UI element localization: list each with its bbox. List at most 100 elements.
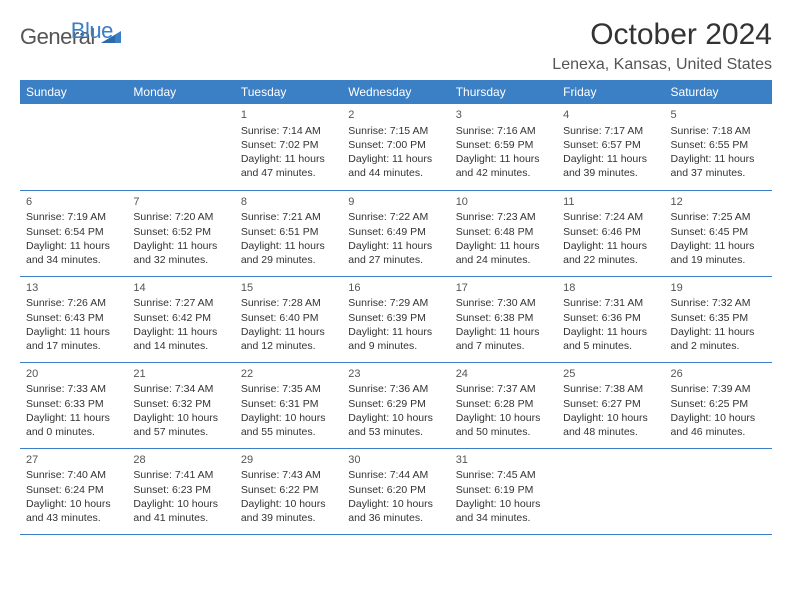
cell-sunset: Sunset: 6:38 PM: [456, 311, 551, 325]
cell-sunrise: Sunrise: 7:29 AM: [348, 296, 443, 310]
cell-sunset: Sunset: 6:51 PM: [241, 225, 336, 239]
cell-day2: and 22 minutes.: [563, 253, 658, 267]
cell-sunset: Sunset: 6:33 PM: [26, 397, 121, 411]
day-number: 3: [456, 108, 551, 123]
cell-day1: Daylight: 11 hours: [241, 152, 336, 166]
calendar-cell: 19Sunrise: 7:32 AMSunset: 6:35 PMDayligh…: [665, 276, 772, 362]
cell-day1: Daylight: 11 hours: [671, 325, 766, 339]
cell-day1: Daylight: 11 hours: [348, 239, 443, 253]
cell-sunrise: Sunrise: 7:17 AM: [563, 124, 658, 138]
cell-sunrise: Sunrise: 7:39 AM: [671, 382, 766, 396]
day-number: 27: [26, 453, 121, 468]
cell-sunset: Sunset: 6:23 PM: [133, 483, 228, 497]
cell-day1: Daylight: 11 hours: [26, 325, 121, 339]
calendar-cell: 3Sunrise: 7:16 AMSunset: 6:59 PMDaylight…: [450, 104, 557, 190]
cell-day1: Daylight: 11 hours: [241, 239, 336, 253]
calendar-cell: 1Sunrise: 7:14 AMSunset: 7:02 PMDaylight…: [235, 104, 342, 190]
calendar-cell: [665, 448, 772, 534]
cell-day2: and 36 minutes.: [348, 511, 443, 525]
calendar-cell: 9Sunrise: 7:22 AMSunset: 6:49 PMDaylight…: [342, 190, 449, 276]
calendar-cell: 16Sunrise: 7:29 AMSunset: 6:39 PMDayligh…: [342, 276, 449, 362]
day-number: 2: [348, 108, 443, 123]
cell-sunset: Sunset: 6:42 PM: [133, 311, 228, 325]
calendar-week-row: 6Sunrise: 7:19 AMSunset: 6:54 PMDaylight…: [20, 190, 772, 276]
cell-sunrise: Sunrise: 7:19 AM: [26, 210, 121, 224]
cell-day2: and 5 minutes.: [563, 339, 658, 353]
day-number: 23: [348, 367, 443, 382]
cell-sunset: Sunset: 6:22 PM: [241, 483, 336, 497]
calendar-week-row: 13Sunrise: 7:26 AMSunset: 6:43 PMDayligh…: [20, 276, 772, 362]
cell-day2: and 46 minutes.: [671, 425, 766, 439]
cell-day1: Daylight: 11 hours: [563, 239, 658, 253]
day-number: 10: [456, 195, 551, 210]
day-number: 28: [133, 453, 228, 468]
cell-day1: Daylight: 11 hours: [133, 239, 228, 253]
calendar-week-row: 1Sunrise: 7:14 AMSunset: 7:02 PMDaylight…: [20, 104, 772, 190]
cell-day1: Daylight: 11 hours: [26, 239, 121, 253]
cell-day1: Daylight: 11 hours: [563, 152, 658, 166]
cell-sunrise: Sunrise: 7:25 AM: [671, 210, 766, 224]
cell-day1: Daylight: 11 hours: [241, 325, 336, 339]
calendar-cell: 26Sunrise: 7:39 AMSunset: 6:25 PMDayligh…: [665, 362, 772, 448]
cell-sunset: Sunset: 6:28 PM: [456, 397, 551, 411]
cell-day1: Daylight: 10 hours: [241, 497, 336, 511]
cell-sunrise: Sunrise: 7:23 AM: [456, 210, 551, 224]
calendar-cell: 18Sunrise: 7:31 AMSunset: 6:36 PMDayligh…: [557, 276, 664, 362]
calendar-table: Sunday Monday Tuesday Wednesday Thursday…: [20, 80, 772, 535]
cell-sunrise: Sunrise: 7:34 AM: [133, 382, 228, 396]
calendar-header-row: Sunday Monday Tuesday Wednesday Thursday…: [20, 80, 772, 104]
cell-day1: Daylight: 11 hours: [671, 239, 766, 253]
cell-sunrise: Sunrise: 7:38 AM: [563, 382, 658, 396]
day-number: 30: [348, 453, 443, 468]
cell-sunrise: Sunrise: 7:40 AM: [26, 468, 121, 482]
cell-day1: Daylight: 10 hours: [671, 411, 766, 425]
cell-day2: and 9 minutes.: [348, 339, 443, 353]
day-number: 4: [563, 108, 658, 123]
calendar-cell: 31Sunrise: 7:45 AMSunset: 6:19 PMDayligh…: [450, 448, 557, 534]
cell-sunrise: Sunrise: 7:24 AM: [563, 210, 658, 224]
cell-sunset: Sunset: 6:27 PM: [563, 397, 658, 411]
calendar-cell: 28Sunrise: 7:41 AMSunset: 6:23 PMDayligh…: [127, 448, 234, 534]
cell-sunset: Sunset: 6:59 PM: [456, 138, 551, 152]
calendar-cell: 12Sunrise: 7:25 AMSunset: 6:45 PMDayligh…: [665, 190, 772, 276]
cell-day2: and 53 minutes.: [348, 425, 443, 439]
cell-sunrise: Sunrise: 7:33 AM: [26, 382, 121, 396]
cell-sunrise: Sunrise: 7:15 AM: [348, 124, 443, 138]
brand-logo: General Blue: [20, 18, 171, 50]
cell-day2: and 50 minutes.: [456, 425, 551, 439]
cell-day2: and 39 minutes.: [563, 166, 658, 180]
cell-day1: Daylight: 11 hours: [456, 152, 551, 166]
cell-day2: and 43 minutes.: [26, 511, 121, 525]
cell-day1: Daylight: 11 hours: [563, 325, 658, 339]
calendar-cell: 2Sunrise: 7:15 AMSunset: 7:00 PMDaylight…: [342, 104, 449, 190]
cell-day1: Daylight: 10 hours: [26, 497, 121, 511]
cell-day2: and 44 minutes.: [348, 166, 443, 180]
day-number: 16: [348, 281, 443, 296]
cell-sunset: Sunset: 6:36 PM: [563, 311, 658, 325]
cell-sunrise: Sunrise: 7:37 AM: [456, 382, 551, 396]
day-number: 24: [456, 367, 551, 382]
calendar-cell: 8Sunrise: 7:21 AMSunset: 6:51 PMDaylight…: [235, 190, 342, 276]
day-number: 17: [456, 281, 551, 296]
cell-sunset: Sunset: 6:29 PM: [348, 397, 443, 411]
cell-day1: Daylight: 11 hours: [348, 152, 443, 166]
day-number: 20: [26, 367, 121, 382]
cell-day1: Daylight: 10 hours: [348, 497, 443, 511]
cell-day1: Daylight: 10 hours: [133, 411, 228, 425]
cell-sunrise: Sunrise: 7:18 AM: [671, 124, 766, 138]
day-number: 5: [671, 108, 766, 123]
day-number: 1: [241, 108, 336, 123]
day-number: 11: [563, 195, 658, 210]
day-number: 31: [456, 453, 551, 468]
cell-sunrise: Sunrise: 7:14 AM: [241, 124, 336, 138]
calendar-cell: 6Sunrise: 7:19 AMSunset: 6:54 PMDaylight…: [20, 190, 127, 276]
brand-word2: Blue: [71, 18, 113, 44]
cell-day2: and 37 minutes.: [671, 166, 766, 180]
cell-day1: Daylight: 10 hours: [133, 497, 228, 511]
calendar-body: 1Sunrise: 7:14 AMSunset: 7:02 PMDaylight…: [20, 104, 772, 534]
cell-sunrise: Sunrise: 7:43 AM: [241, 468, 336, 482]
cell-day2: and 14 minutes.: [133, 339, 228, 353]
day-number: 26: [671, 367, 766, 382]
col-tuesday: Tuesday: [235, 80, 342, 104]
cell-sunset: Sunset: 7:02 PM: [241, 138, 336, 152]
